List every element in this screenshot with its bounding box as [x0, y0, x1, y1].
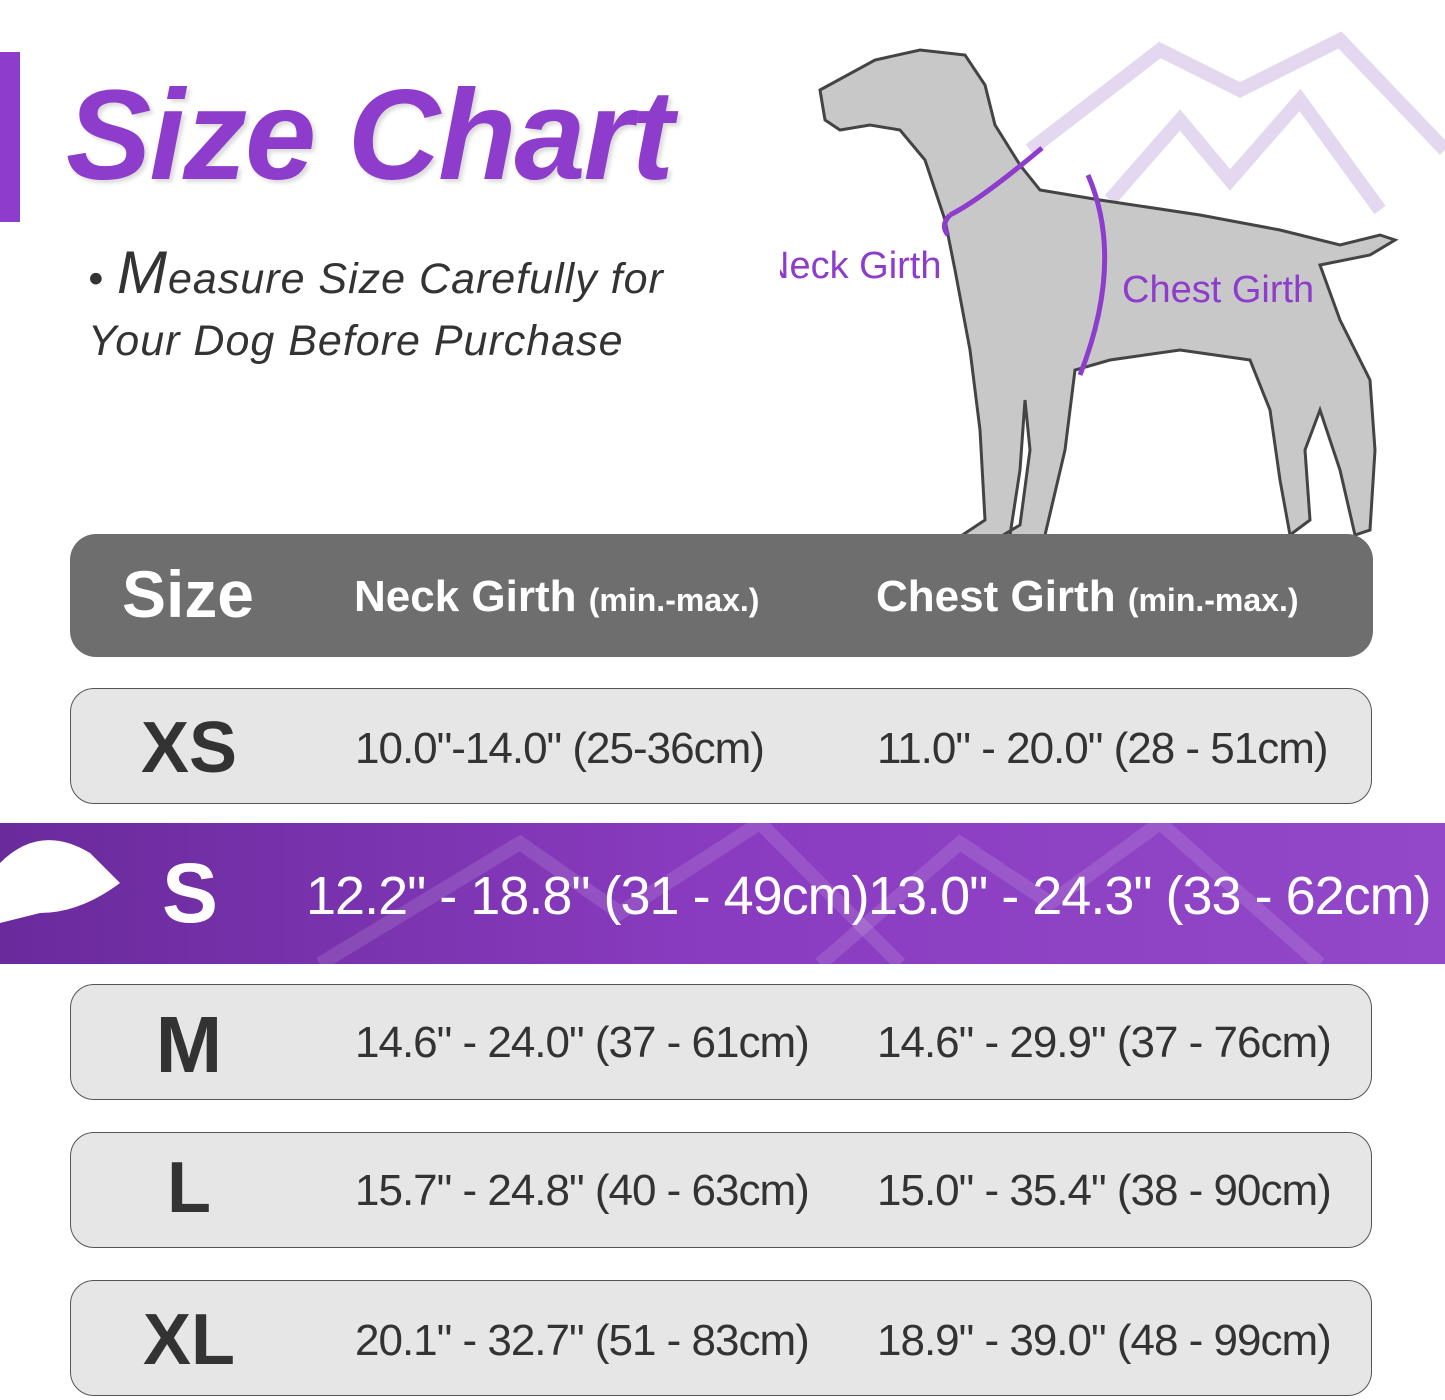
header-neck-unit: (min.-max.)	[588, 582, 760, 618]
neck-cell: 12.2" - 18.8" (31 - 49cm)	[306, 866, 870, 926]
chest-cell: 14.6" - 29.9" (37 - 76cm)	[877, 1018, 1332, 1067]
dog-head-icon	[0, 840, 120, 923]
page-title: Size Chart	[66, 64, 674, 207]
neck-girth-label: Neck Girth	[780, 245, 941, 287]
table-header: Size Neck Girth (min.-max.) Chest Girth …	[70, 534, 1373, 657]
chest-girth-line	[1077, 174, 1108, 376]
size-cell: S	[161, 846, 219, 940]
mountain-pattern	[0, 823, 1325, 964]
table-row-l: L 15.7" - 24.8" (40 - 63cm) 15.0" - 35.4…	[70, 1132, 1372, 1248]
table-row-xs: XS 10.0"-14.0" (25-36cm) 11.0" - 20.0" (…	[70, 688, 1372, 804]
chest-girth-label: Chest Girth	[1122, 269, 1314, 311]
neck-cell: 15.7" - 24.8" (40 - 63cm)	[355, 1166, 810, 1215]
table-row-s-highlighted: S 12.2" - 18.8" (31 - 49cm) 13.0" - 24.3…	[0, 823, 1445, 964]
size-cell: L	[167, 1148, 211, 1228]
header-chest-label: Chest Girth	[876, 572, 1116, 621]
size-cell: XS	[140, 708, 238, 788]
header-chest: Chest Girth (min.-max.)	[876, 572, 1299, 622]
neck-cell: 14.6" - 24.0" (37 - 61cm)	[355, 1018, 810, 1067]
size-cell: M	[155, 1000, 223, 1089]
table-row-m: M 14.6" - 24.0" (37 - 61cm) 14.6" - 29.9…	[70, 984, 1372, 1100]
header-chest-unit: (min.-max.)	[1127, 582, 1299, 618]
chest-cell: 15.0" - 35.4" (38 - 90cm)	[877, 1166, 1332, 1215]
accent-bar	[0, 52, 20, 222]
chest-cell: 11.0" - 20.0" (28 - 51cm)	[877, 724, 1329, 773]
measure-note: • Measure Size Carefully for Your Dog Be…	[88, 239, 664, 366]
table-row-xl: XL 20.1" - 32.7" (51 - 83cm) 18.9" - 39.…	[70, 1280, 1372, 1396]
size-cell: XL	[142, 1300, 235, 1380]
neck-cell: 20.1" - 32.7" (51 - 83cm)	[355, 1316, 810, 1365]
chest-cell: 18.9" - 39.0" (48 - 99cm)	[877, 1316, 1332, 1365]
note-initial: M	[117, 239, 168, 306]
header-size: Size	[121, 557, 255, 631]
neck-cell: 10.0"-14.0" (25-36cm)	[355, 724, 765, 773]
chest-cell: 13.0" - 24.3" (33 - 62cm)	[868, 866, 1432, 926]
neck-girth-line	[942, 146, 1044, 237]
mountain-background	[1025, 31, 1445, 215]
note-text: easure Size Carefully for Your Dog Befor…	[88, 255, 664, 365]
header-neck-label: Neck Girth	[354, 572, 577, 621]
dog-diagram: Neck Girth Chest Girth	[780, 31, 1445, 552]
header-neck: Neck Girth (min.-max.)	[354, 572, 759, 622]
dog-silhouette	[818, 48, 1399, 552]
